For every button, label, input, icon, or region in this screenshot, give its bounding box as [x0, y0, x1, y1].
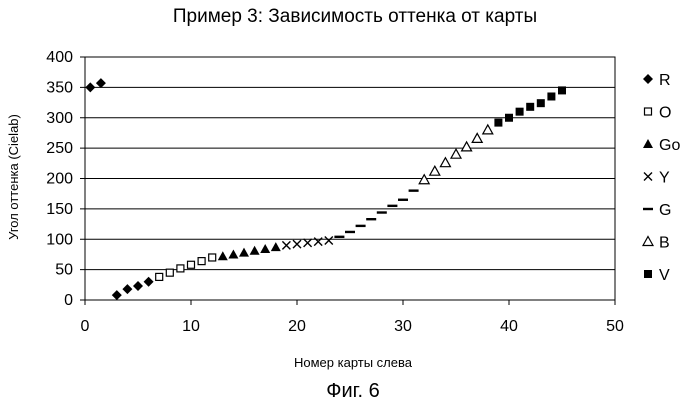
data-point [356, 225, 366, 227]
legend-marker [643, 74, 653, 84]
y-tick-label: 350 [46, 79, 73, 96]
y-tick-label: 250 [46, 140, 73, 157]
y-tick-label: 200 [46, 171, 73, 188]
legend-marker [643, 237, 653, 246]
data-point [133, 281, 143, 291]
x-tick-label: 50 [606, 318, 624, 335]
data-point [334, 236, 344, 238]
data-point [516, 108, 524, 116]
series-g [334, 189, 418, 238]
legend-item-go: Go [643, 137, 680, 154]
data-point [293, 240, 301, 248]
legend-marker [644, 270, 652, 278]
data-point [558, 86, 566, 94]
data-point [250, 246, 260, 255]
y-tick-label: 150 [46, 201, 73, 218]
legend: RO Go YGBV [643, 72, 680, 284]
data-point [345, 231, 355, 233]
legend-marker [644, 173, 652, 181]
legend-label: B [659, 235, 670, 252]
legend-label: V [659, 267, 670, 284]
data-point [304, 239, 312, 247]
data-point [526, 103, 534, 111]
legend-item-r: R [643, 72, 671, 89]
series-v [494, 86, 566, 126]
grid-lines [85, 57, 615, 300]
series-b [419, 125, 493, 184]
data-point [419, 175, 429, 184]
data-point [398, 199, 408, 201]
data-point [122, 284, 132, 294]
data-point [166, 269, 173, 276]
data-point [537, 99, 545, 107]
legend-item-v: V [644, 267, 670, 284]
data-point [472, 133, 482, 142]
legend-label: Y [659, 170, 670, 187]
chart-title: Пример 3: Зависимость оттенка от карты [173, 6, 537, 27]
series-y [282, 236, 332, 249]
x-axis-ticks: 0 10 20 30 40 50 [81, 300, 624, 335]
data-point [430, 166, 440, 175]
x-axis-label: Номер карты слева [294, 355, 413, 370]
data-point [409, 189, 419, 191]
legend-item-g: G [643, 202, 671, 219]
series-go [218, 242, 281, 260]
y-tick-label: 100 [46, 231, 73, 248]
legend-item-o: O [645, 105, 672, 122]
legend-label: Go [659, 137, 680, 154]
y-tick-label: 400 [46, 49, 73, 66]
data-point [547, 92, 555, 100]
data-point [239, 248, 249, 257]
data-point [451, 149, 461, 158]
legend-label: O [659, 105, 671, 122]
data-point [462, 142, 472, 151]
figure-caption: Фиг. 6 [326, 380, 379, 402]
series-o [156, 254, 216, 280]
data-point [144, 277, 154, 287]
data-point [177, 265, 184, 272]
legend-marker [643, 208, 653, 210]
legend-item-b: B [643, 235, 670, 252]
data-point [282, 241, 290, 249]
y-tick-label: 300 [46, 110, 73, 127]
data-point [188, 261, 195, 268]
legend-marker [643, 139, 653, 148]
data-point [156, 273, 163, 280]
x-tick-label: 0 [81, 318, 90, 335]
data-point [209, 254, 216, 261]
data-points [85, 78, 566, 300]
legend-marker [645, 108, 652, 115]
x-tick-label: 20 [288, 318, 306, 335]
data-point [377, 211, 387, 213]
data-point [387, 205, 397, 207]
data-point [85, 82, 95, 92]
x-tick-label: 30 [394, 318, 412, 335]
data-point [260, 244, 270, 253]
y-tick-label: 0 [64, 292, 73, 309]
data-point [494, 119, 502, 127]
data-point [483, 125, 493, 134]
series-r [85, 78, 153, 300]
data-point [440, 158, 450, 167]
data-point [325, 236, 333, 244]
data-point [198, 258, 205, 265]
y-tick-label: 50 [55, 262, 73, 279]
data-point [505, 114, 513, 122]
x-tick-label: 40 [500, 318, 518, 335]
data-point [96, 78, 106, 88]
data-point [218, 251, 228, 260]
data-point [366, 218, 376, 220]
data-point [228, 249, 238, 258]
legend-item-y: Y [644, 170, 670, 187]
data-point [271, 242, 281, 251]
y-axis-ticks: 0 50 100 150 200 250 300 350 400 [46, 49, 85, 309]
data-point [112, 290, 122, 300]
legend-label: G [659, 202, 671, 219]
legend-label: R [659, 72, 671, 89]
x-tick-label: 10 [182, 318, 200, 335]
y-axis-label: Угол оттенка (Cielab) [6, 114, 21, 240]
